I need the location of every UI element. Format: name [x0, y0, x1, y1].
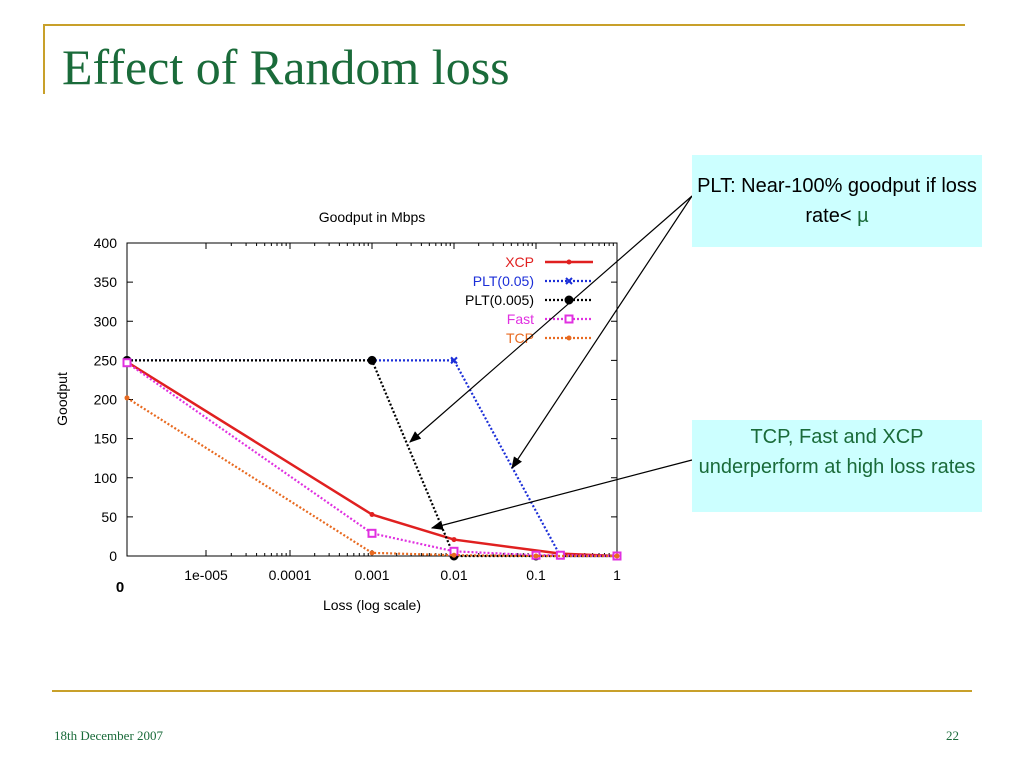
data-point: [122, 358, 132, 368]
data-point: [566, 335, 572, 341]
callout-mu-symbol: µ: [857, 205, 869, 227]
data-point: [451, 552, 457, 558]
callout-underperform: TCP, Fast and XCP underperform at high l…: [692, 420, 982, 512]
series-line: [126, 397, 617, 558]
y-tick-label: 100: [94, 470, 118, 486]
data-point: [367, 528, 377, 538]
y-tick-label: 50: [101, 509, 117, 525]
footer-date: 18th December 2007: [54, 728, 164, 743]
x-tick-label: 0.1: [526, 567, 546, 583]
series-line: [126, 361, 618, 558]
x-tick-label: 0: [116, 579, 124, 596]
x-tick-label: 1e-005: [184, 567, 228, 583]
y-tick-label: 0: [109, 548, 117, 564]
y-tick-label: 150: [94, 431, 118, 447]
y-tick-label: 300: [94, 313, 118, 329]
data-point: [369, 512, 375, 518]
series-line: [127, 359, 617, 558]
y-tick-label: 350: [94, 274, 118, 290]
x-tick-label: 0.01: [440, 567, 467, 583]
y-tick-label: 200: [94, 392, 118, 408]
legend-label: XCP: [505, 254, 534, 270]
callout-plt-goodput: PLT: Near-100% goodput if loss rate< µ: [692, 155, 982, 247]
legend-label: Fast: [507, 311, 534, 327]
legend-label: TCP: [506, 330, 534, 346]
legend-label: PLT(0.05): [473, 273, 534, 289]
data-point: [533, 553, 539, 559]
data-point: [451, 537, 457, 543]
page-number: 22: [946, 728, 959, 743]
callout-arrow: [511, 195, 693, 470]
title-frame-top-rule: [43, 24, 965, 26]
data-point: [564, 314, 574, 324]
x-tick-label: 0.001: [354, 567, 389, 583]
data-point: [367, 355, 377, 365]
data-point: [450, 356, 458, 365]
data-point: [566, 259, 572, 265]
chart-title: Goodput in Mbps: [319, 209, 426, 225]
callout-arrows: [409, 195, 693, 530]
plot-frame: [126, 242, 618, 557]
callout-arrow: [409, 195, 693, 443]
y-axis-label: Goodput: [54, 372, 70, 426]
slide-title: Effect of Random loss: [62, 39, 510, 95]
plot-area: 0 50 100 150 200 250 300 350 400 0 1e-005 0.0001 0.0…: [94, 235, 622, 596]
callout-plt-goodput-text: PLT: Near-100% goodput if loss rate<: [697, 175, 977, 227]
y-tick-label: 250: [94, 352, 118, 368]
data-point: [369, 550, 375, 556]
legend-label: PLT(0.005): [465, 292, 534, 308]
data-point: [124, 395, 130, 401]
x-tick-label: 0.0001: [269, 567, 312, 583]
callout-arrow: [430, 459, 693, 530]
y-tick-label: 400: [94, 235, 118, 251]
footer-rule: [52, 690, 972, 692]
data-point: [565, 277, 573, 285]
x-axis-label: Loss (log scale): [323, 597, 421, 613]
title-frame-vertical-rule: [43, 24, 45, 94]
x-tick-label: 1: [613, 567, 621, 583]
data-point: [614, 553, 620, 559]
series-line: [127, 359, 617, 558]
callout-underperform-text: TCP, Fast and XCP underperform at high l…: [698, 426, 976, 478]
